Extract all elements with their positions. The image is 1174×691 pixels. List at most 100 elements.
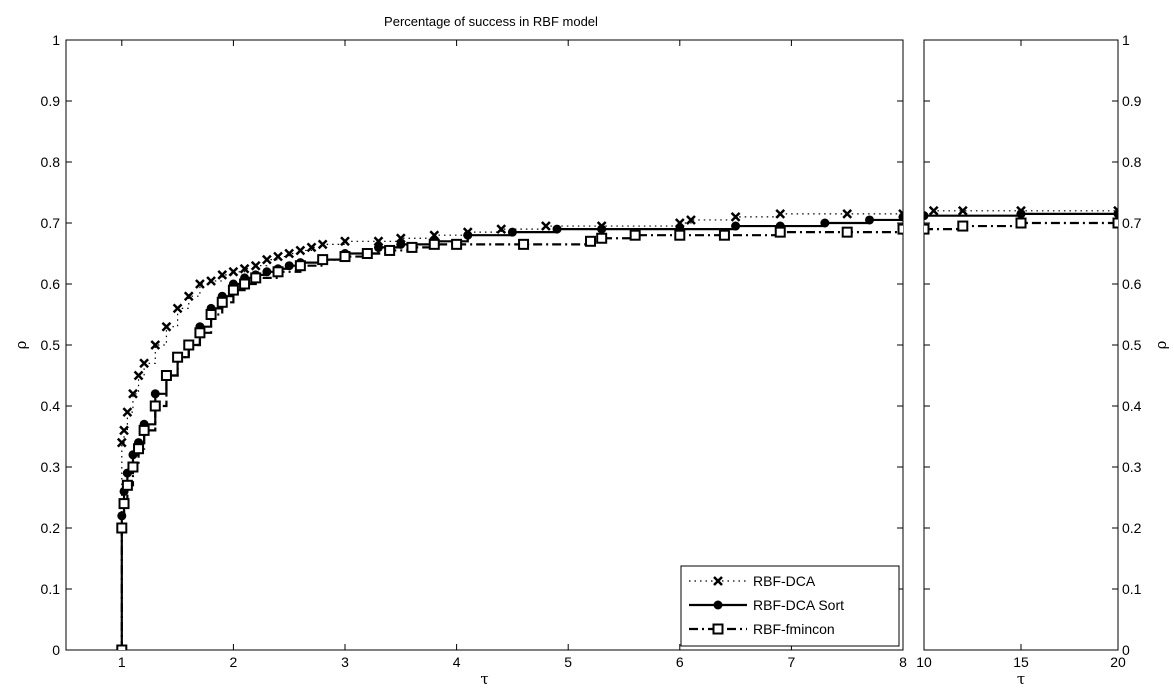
- main-marker-RBF-DCA: [317, 239, 328, 250]
- legend-label: RBF-fmincon: [753, 621, 835, 637]
- main-marker-RBF-fmincon: [183, 339, 195, 351]
- legend-entry-RBF-DCA: RBF-DCA: [689, 573, 816, 589]
- main-ytick-label: 0.1: [41, 581, 61, 597]
- main-marker-RBF-DCA: [284, 248, 295, 259]
- main-ytick-label: 0.2: [41, 520, 61, 536]
- main-ytick-label: 0: [52, 642, 60, 658]
- main-ytick-label: 0.9: [41, 93, 61, 109]
- main-marker-RBF-DCA: [172, 303, 183, 314]
- main-marker-RBF-fmincon: [149, 400, 161, 412]
- inset-series-RBF-DCA Sort: [924, 209, 1118, 221]
- main-x-axis-label: τ: [480, 670, 488, 688]
- main-marker-RBF-DCA Sort: [820, 218, 830, 228]
- main-marker-RBF-fmincon: [227, 284, 239, 296]
- inset-marker-RBF-fmincon: [1112, 217, 1118, 229]
- main-marker-RBF-DCA: [139, 358, 150, 369]
- main-marker-RBF-DCA: [250, 260, 261, 271]
- main-marker-RBF-DCA: [295, 245, 306, 256]
- inset-marker-RBF-DCA Sort: [1113, 209, 1118, 219]
- main-marker-RBF-fmincon: [674, 229, 686, 241]
- inset-ytick-label: 0.6: [1122, 276, 1142, 292]
- main-marker-RBF-fmincon: [127, 461, 139, 473]
- main-marker-RBF-fmincon: [133, 443, 145, 455]
- main-marker-RBF-fmincon: [250, 272, 262, 284]
- main-marker-RBF-DCA: [122, 407, 133, 417]
- legend-entry-RBF-DCA Sort: RBF-DCA Sort: [689, 597, 844, 613]
- main-marker-RBF-DCA: [261, 254, 272, 265]
- main-marker-RBF-DCA: [775, 208, 786, 219]
- main-marker-RBF-DCA Sort: [463, 230, 473, 240]
- main-marker-RBF-DCA Sort: [507, 227, 517, 237]
- main-marker-RBF-DCA Sort: [396, 239, 406, 249]
- main-marker-RBF-DCA Sort: [262, 267, 272, 277]
- main-marker-RBF-DCA: [150, 340, 161, 350]
- inset-ytick-label: 0.9: [1122, 93, 1142, 109]
- main-ytick-label: 0.5: [41, 337, 61, 353]
- main-marker-RBF-DCA Sort: [284, 261, 294, 271]
- main-ytick-label: 1: [52, 32, 60, 48]
- main-marker-RBF-fmincon: [205, 309, 217, 320]
- main-marker-RBF-DCA: [133, 370, 144, 381]
- main-marker-RBF-DCA: [217, 269, 228, 280]
- inset-marker-RBF-fmincon: [1015, 217, 1027, 229]
- main-marker-RBF-DCA Sort: [552, 224, 562, 234]
- main-marker-RBF-fmincon: [718, 229, 730, 241]
- main-marker-RBF-fmincon: [518, 238, 530, 250]
- main-xtick-label: 3: [341, 654, 349, 670]
- inset-ytick-label: 0: [1122, 642, 1130, 658]
- main-marker-RBF-fmincon: [138, 424, 150, 436]
- main-marker-RBF-fmincon: [216, 296, 228, 308]
- inset-series-line-RBF-fmincon: [924, 221, 1118, 231]
- main-marker-RBF-DCA Sort: [865, 215, 875, 225]
- main-marker-RBF-DCA Sort: [373, 242, 383, 252]
- main-marker-RBF-DCA: [119, 425, 129, 436]
- main-series-RBF-fmincon: [116, 223, 903, 650]
- main-marker-RBF-DCA: [540, 221, 551, 231]
- inset-series-line-RBF-DCA: [924, 210, 1118, 215]
- main-plot-panel: 0 0.1 0.2 0.3 0.4 0.5 0.6 0.7 0.8 0.9 1 1 2 3 4 5 6 7 8 τ ρ: [12, 32, 907, 688]
- main-marker-RBF-DCA: [195, 279, 205, 289]
- inset-marker-RBF-fmincon: [957, 220, 969, 232]
- main-marker-RBF-fmincon: [406, 241, 418, 253]
- main-xtick-label: 6: [676, 654, 684, 670]
- main-marker-RBF-fmincon: [428, 238, 440, 250]
- main-marker-RBF-fmincon: [585, 235, 597, 247]
- inset-x-axis-label: τ: [1017, 670, 1025, 688]
- inset-ytick-label: 0.2: [1122, 520, 1142, 536]
- main-ytick-label: 0.3: [41, 459, 61, 475]
- main-series-line-RBF-fmincon: [120, 229, 903, 650]
- main-marker-RBF-fmincon: [239, 278, 251, 290]
- legend-marker-x-icon: [713, 576, 723, 586]
- main-ytick-label: 0.6: [41, 276, 61, 292]
- main-marker-RBF-DCA Sort: [150, 389, 160, 399]
- inset-marker-RBF-fmincon: [924, 223, 930, 235]
- inset-ytick-label: 0.7: [1122, 215, 1142, 231]
- main-marker-RBF-fmincon: [629, 229, 641, 241]
- main-marker-RBF-DCA: [116, 437, 127, 448]
- main-marker-RBF-DCA: [161, 321, 172, 332]
- main-marker-RBF-fmincon: [361, 248, 373, 259]
- inset-ytick-label: 0.5: [1122, 337, 1142, 353]
- inset-xtick-label: 20: [1110, 654, 1126, 670]
- main-marker-RBF-fmincon: [118, 498, 130, 510]
- legend-label: RBF-DCA Sort: [753, 597, 844, 613]
- inset-xtick-label: 10: [916, 654, 932, 670]
- main-marker-RBF-fmincon: [897, 223, 903, 235]
- main-marker-RBF-DCA: [686, 215, 696, 225]
- main-marker-RBF-fmincon: [116, 644, 128, 650]
- inset-marker-RBF-DCA Sort: [1016, 209, 1026, 219]
- legend-marker-square-icon: [712, 623, 724, 635]
- main-ytick-label: 0.7: [41, 215, 61, 231]
- main-marker-RBF-DCA: [183, 291, 194, 302]
- inset-y-axis-label: ρ: [1152, 340, 1170, 349]
- chart-title: Percentage of success in RBF model: [384, 14, 598, 29]
- inset-plot-panel: 0 0.1 0.2 0.3 0.4 0.5 0.6 0.7 0.8 0.9 1 10 15 20 τ ρ: [916, 32, 1170, 688]
- main-marker-RBF-fmincon: [774, 226, 786, 238]
- main-ytick-label: 0.4: [41, 398, 61, 414]
- main-xtick-label: 5: [564, 654, 572, 670]
- main-marker-RBF-fmincon: [317, 254, 329, 266]
- inset-ytick-label: 0.1: [1122, 581, 1142, 597]
- main-marker-RBF-fmincon: [384, 244, 396, 256]
- main-y-axis-label: ρ: [12, 340, 30, 349]
- main-xtick-label: 2: [230, 654, 238, 670]
